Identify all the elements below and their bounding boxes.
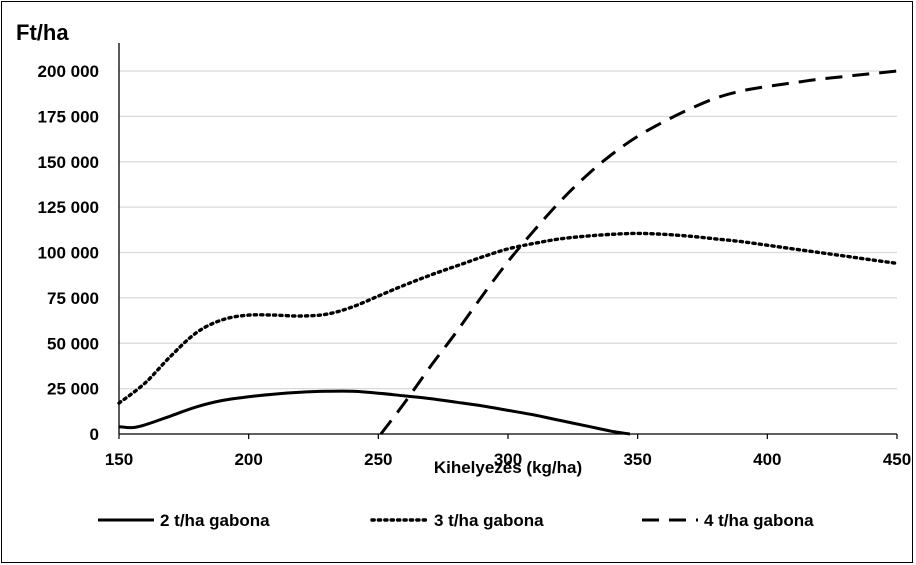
- x-tick-label: 200: [234, 450, 262, 469]
- y-tick-label: 25 000: [47, 380, 99, 399]
- y-tick-label: 100 000: [38, 244, 99, 263]
- x-tick-label: 250: [364, 450, 392, 469]
- series-line-2: [117, 231, 899, 405]
- gridlines: [119, 70, 897, 390]
- legend: 2 t/ha gabona 3 t/ha gabona 4 t/ha gabona: [98, 511, 814, 530]
- y-axis-label: Ft/ha: [16, 20, 69, 45]
- legend-label-2: 3 t/ha gabona: [434, 511, 544, 530]
- series-lines: [117, 69, 899, 436]
- x-tick-label: 300: [494, 450, 522, 469]
- y-tick-label: 175 000: [38, 107, 99, 126]
- tick-labels: 0 25 000 50 000 75 000 100 000 125 000 150 000…: [38, 62, 912, 469]
- y-tick-label: 50 000: [47, 334, 99, 353]
- x-tick-label: 350: [623, 450, 651, 469]
- legend-label-1: 2 t/ha gabona: [160, 511, 270, 530]
- y-tick-label: 125 000: [38, 198, 99, 217]
- x-axis-label: Kihelyezés (kg/ha): [434, 458, 582, 477]
- x-tick-label: 450: [883, 450, 911, 469]
- series-line-1: [118, 389, 631, 436]
- x-tick-label: 400: [753, 450, 781, 469]
- y-tick-label: 75 000: [47, 289, 99, 308]
- axes: [118, 43, 898, 439]
- x-tick-label: 150: [105, 450, 133, 469]
- y-tick-label: 0: [90, 425, 99, 444]
- legend-label-3: 4 t/ha gabona: [704, 511, 814, 530]
- series-line-3: [379, 69, 898, 435]
- y-tick-label: 200 000: [38, 62, 99, 81]
- y-tick-label: 150 000: [38, 153, 99, 172]
